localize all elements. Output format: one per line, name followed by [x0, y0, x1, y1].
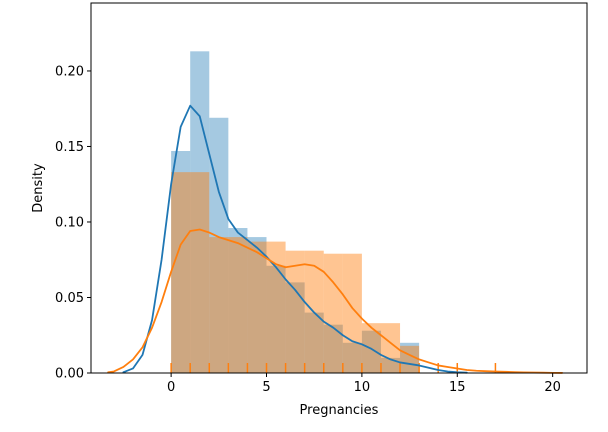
- hist-bar-series-1: [361, 330, 381, 373]
- hist-bar-series-2: [285, 250, 305, 373]
- histogram-bars: [171, 51, 420, 373]
- hist-bar-series-1: [304, 312, 324, 373]
- x-tick-label: 20: [544, 380, 561, 395]
- x-tick-label: 10: [354, 380, 371, 395]
- y-axis-label: Density: [31, 163, 46, 213]
- y-tick-label: 0.10: [55, 215, 84, 230]
- hist-bar-series-2: [247, 241, 286, 373]
- y-tick-label: 0.15: [55, 140, 84, 155]
- x-tick-label: 15: [449, 380, 466, 395]
- axes: 0 5 10 15 20 0.00 0.05 0.10 0.15 0.20: [55, 2, 588, 395]
- hist-bar-series-2: [342, 253, 362, 373]
- y-tick-label: 0.00: [55, 367, 84, 382]
- x-tick-label: 5: [262, 380, 270, 395]
- hist-bar-series-1: [209, 117, 229, 373]
- plot-frame: [90, 2, 588, 374]
- hist-bar-series-1: [247, 237, 267, 373]
- hist-bar-series-1: [285, 282, 305, 373]
- hist-bar-series-1: [228, 228, 248, 373]
- x-axis-label: Pregnancies: [300, 403, 379, 418]
- rug-marks: [170, 363, 497, 373]
- hist-bar-series-1: [171, 151, 191, 373]
- hist-bar-series-1: [266, 265, 286, 373]
- x-tick-label: 0: [167, 380, 175, 395]
- hist-bar-series-2: [323, 253, 343, 373]
- kde-line-series-1: [122, 104, 468, 374]
- hist-bar-series-1: [323, 324, 343, 373]
- kde-line-series-2: [107, 228, 564, 374]
- hist-bar-series-2: [171, 172, 210, 373]
- y-tick-label: 0.20: [55, 64, 84, 79]
- hist-bar-series-2: [209, 237, 248, 373]
- y-tick-label: 0.05: [55, 291, 84, 306]
- hist-bar-series-2: [400, 345, 420, 373]
- hist-bar-series-1: [342, 342, 362, 373]
- kde-curves: [107, 104, 564, 374]
